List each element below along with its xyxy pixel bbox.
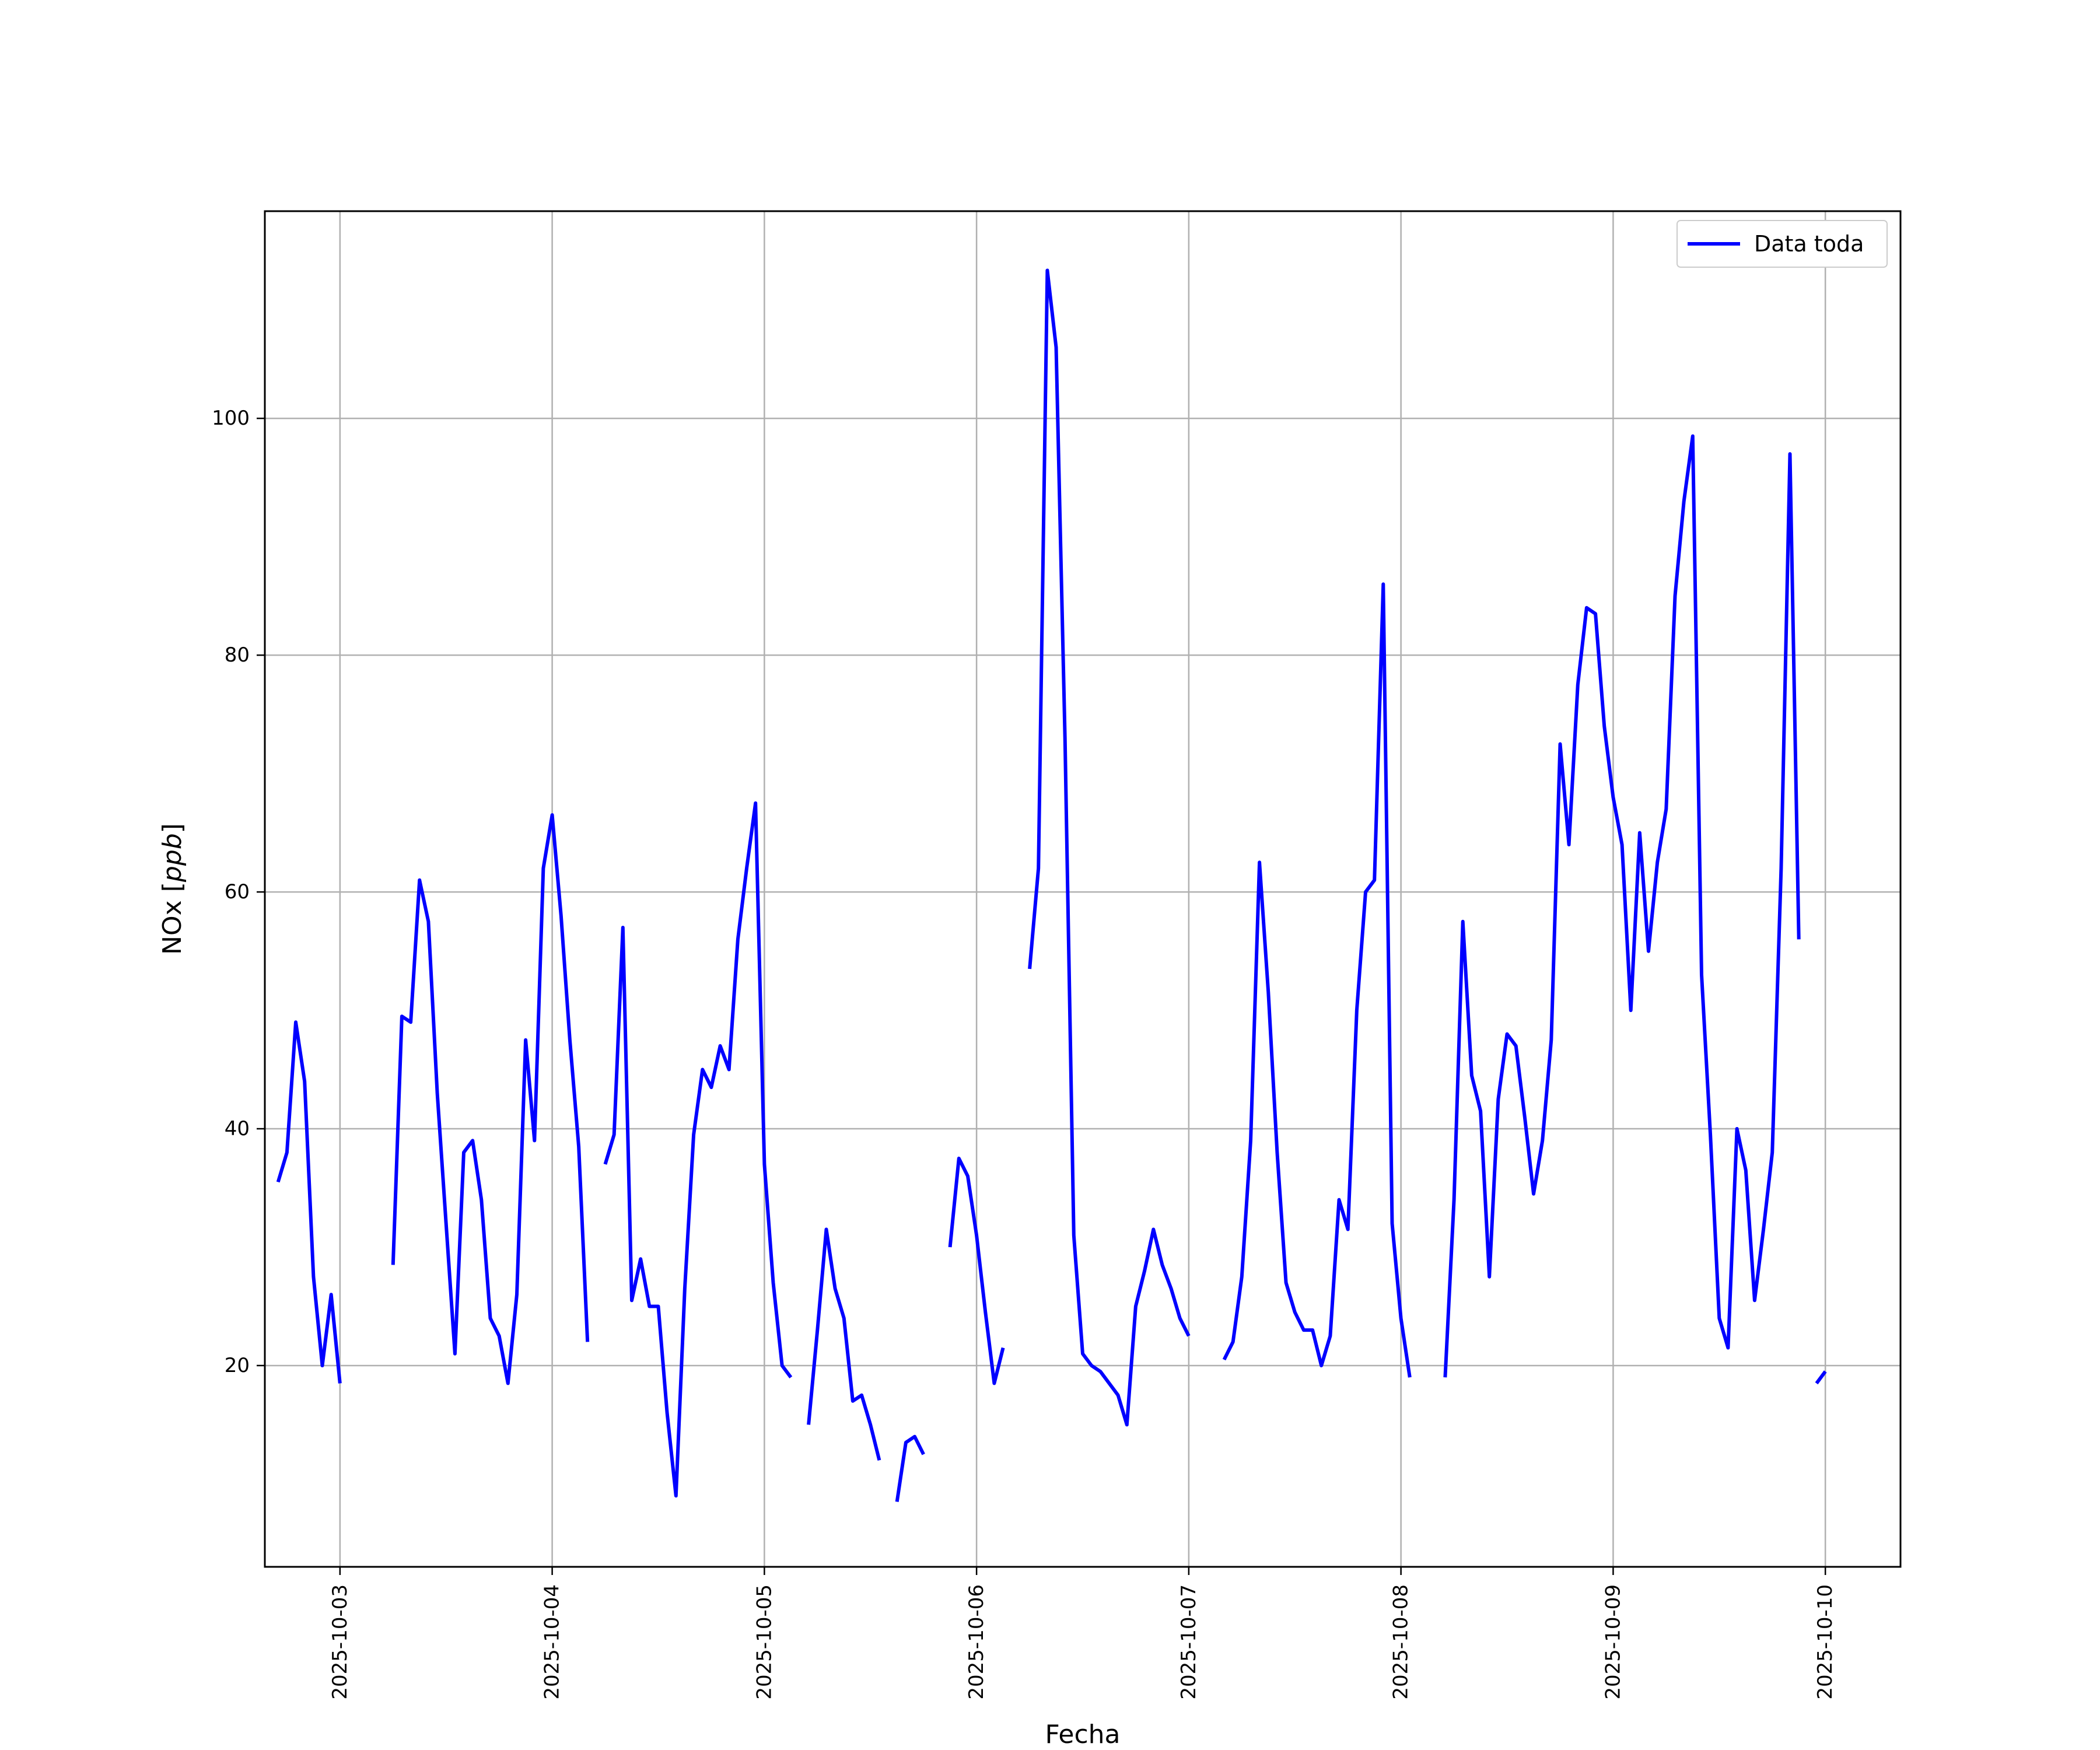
series-line-segment: [1815, 1370, 1827, 1385]
y-tick-label: 60: [225, 880, 250, 904]
y-tick-label: 20: [225, 1354, 250, 1377]
plot-area-frame: [264, 210, 1902, 1568]
y-tick-label: 100: [212, 407, 250, 430]
x-tick-label: 2025-10-03: [328, 1584, 352, 1700]
x-axis-label: Fecha: [1045, 1720, 1120, 1749]
y-axis-label-close: ]: [158, 823, 187, 833]
x-tick-label: 2025-10-08: [1390, 1584, 1413, 1700]
series-line-segment: [1443, 434, 1801, 1378]
y-tick-label: 40: [225, 1117, 250, 1140]
series-line-segment: [391, 813, 590, 1385]
x-tick-label: 2025-10-06: [965, 1584, 988, 1700]
y-axis-label: NOx [ppb]: [158, 823, 187, 955]
y-tick-label: 80: [225, 643, 250, 667]
x-axis-ticks: 2025-10-03 2025-10-04 2025-10-05 2025-10-06…: [328, 1567, 1837, 1700]
legend-label-data-toda: Data toda: [1754, 231, 1864, 257]
series-line-segment: [1028, 268, 1191, 1427]
x-tick-label: 2025-10-10: [1814, 1584, 1837, 1700]
x-tick-label: 2025-10-09: [1601, 1584, 1625, 1700]
x-tick-label: 2025-10-04: [541, 1584, 564, 1700]
series-line-segment: [948, 1156, 1005, 1385]
series-line-segment: [1222, 582, 1412, 1378]
series-line-segment: [807, 1227, 881, 1461]
plot-series: [276, 268, 1827, 1502]
x-tick-label: 2025-10-05: [752, 1584, 776, 1700]
series-line-segment: [276, 1020, 342, 1384]
y-axis-ticks: 20 40 60 80 100: [212, 407, 265, 1377]
x-tick-label: 2025-10-07: [1177, 1584, 1200, 1700]
legend-box: [1676, 220, 1888, 268]
series-line-segment: [895, 1434, 925, 1502]
series-line-segment: [603, 801, 793, 1498]
legend: Data toda: [1676, 220, 1888, 268]
grid-lines: [265, 211, 1901, 1567]
y-axis-label-main: NOx [: [158, 882, 187, 955]
y-axis-label-unit: ppb: [158, 833, 187, 883]
